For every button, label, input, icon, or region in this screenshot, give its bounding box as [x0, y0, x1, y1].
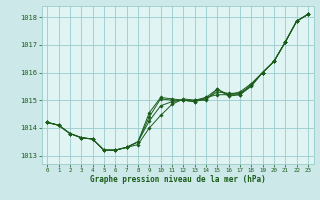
X-axis label: Graphe pression niveau de la mer (hPa): Graphe pression niveau de la mer (hPa): [90, 175, 266, 184]
